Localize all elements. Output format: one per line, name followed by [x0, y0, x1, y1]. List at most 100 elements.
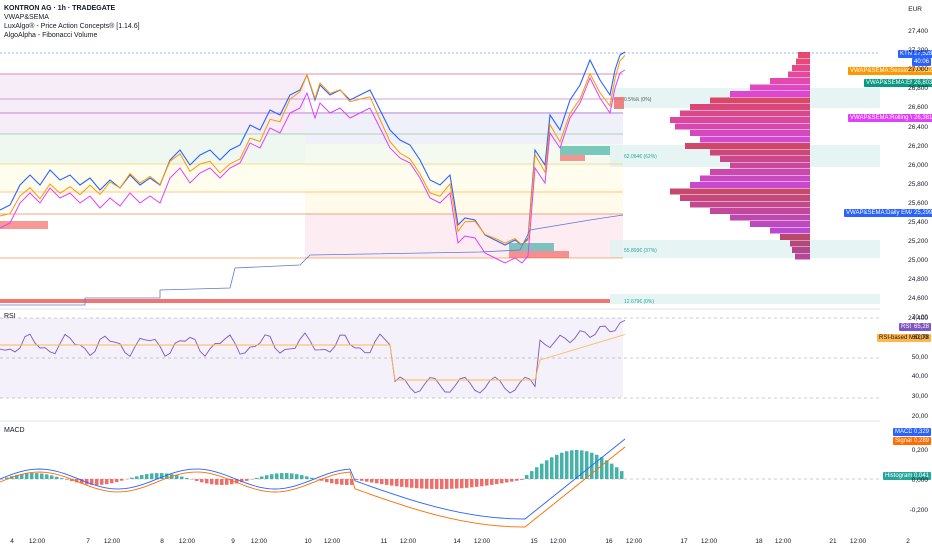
macd-histogram-bar — [530, 471, 534, 479]
fib-zone — [305, 188, 623, 214]
volume-profile-bar — [710, 149, 810, 156]
price-axis-label: 27,000 — [908, 66, 928, 74]
macd-pane-title[interactable]: MACD — [4, 427, 25, 434]
macd-histogram-bar — [310, 477, 314, 479]
macd-histogram-bar — [155, 473, 159, 479]
price-axis-label: 26,200 — [908, 142, 928, 150]
rsi-axis-label: 70,00 — [911, 314, 928, 321]
macd-histogram-bar — [490, 479, 494, 485]
time-axis-label: 15 — [530, 538, 538, 545]
time-axis-label: 12:00 — [178, 538, 196, 545]
macd-histogram-bar — [320, 479, 324, 481]
indicator-label-vwap[interactable]: VWAP&SEMA — [4, 14, 49, 21]
macd-histogram-bar — [100, 479, 104, 485]
time-axis-label: 7 — [86, 538, 90, 545]
macd-histogram-bar — [300, 475, 304, 479]
histogram-tag: Histogram — [883, 472, 915, 480]
macd-histogram-bar — [560, 452, 564, 479]
macd-histogram-bar — [325, 479, 329, 483]
order-block — [560, 146, 610, 155]
macd-histogram-bar — [385, 479, 389, 485]
price-axis-label: 25,200 — [908, 238, 928, 246]
volume-profile-bar — [680, 110, 810, 117]
symbol-title[interactable]: KONTRON AG · 1h · TRADEGATE — [4, 5, 116, 12]
macd-histogram-bar — [440, 479, 444, 489]
volume-profile-bar — [770, 78, 810, 84]
macd-axis-label: 0,200 — [911, 447, 928, 454]
macd-histogram-bar — [115, 479, 119, 483]
macd-histogram-bar — [565, 451, 569, 479]
fib-label-bottom: 12.679€ (0%) — [624, 299, 655, 305]
volume-profile-bar — [700, 175, 810, 182]
price-axis-label: 25,800 — [908, 180, 928, 188]
macd-histogram-bar — [335, 479, 339, 485]
macd-histogram-bar — [390, 479, 394, 486]
macd-histogram-bar — [25, 473, 29, 479]
price-axis-label: 27,400 — [908, 28, 928, 35]
macd-histogram-bar — [395, 479, 399, 487]
macd-histogram-bar — [95, 479, 99, 485]
time-axis-label: 12:00 — [399, 538, 417, 545]
macd-histogram-bar — [265, 475, 269, 479]
volume-profile-bar — [710, 97, 810, 104]
macd-histogram-bar — [45, 474, 49, 479]
macd-histogram-bar — [475, 479, 479, 487]
macd-histogram-bar — [415, 479, 419, 489]
rsi-pane-title[interactable]: RSI — [4, 313, 16, 320]
volume-profile-bar — [780, 234, 810, 240]
order-block — [560, 155, 585, 161]
fib-label-mid: 62.064€ (62%) — [624, 154, 657, 160]
volume-profile-bar — [710, 208, 810, 214]
macd-histogram-bar — [135, 476, 139, 479]
macd-histogram-bar — [455, 479, 459, 489]
macd-histogram-bar — [230, 479, 234, 485]
order-block — [509, 251, 569, 258]
macd-histogram-bar — [185, 477, 189, 479]
macd-histogram-bar — [615, 467, 619, 479]
price-axis-label: 25,400 — [908, 219, 928, 226]
macd-histogram-bar — [150, 473, 154, 479]
volume-profile-bar — [690, 130, 810, 136]
macd-histogram-bar — [370, 479, 374, 483]
price-axis-label: 24,400 — [908, 314, 928, 322]
macd-histogram-bar — [295, 474, 299, 479]
macd-histogram-bar — [75, 479, 79, 483]
time-axis-label: 12:00 — [849, 538, 867, 545]
rsi-axis-label: 20,00 — [911, 413, 928, 420]
signal-line — [0, 446, 626, 528]
ema9-label: VWAP&SEMA:EMA 9 — [864, 79, 926, 87]
histogram-value-tag: 0,041 — [912, 472, 932, 480]
indicator-label-fib-volume[interactable]: AlgoAlpha - Fibonacci Volume — [4, 32, 98, 39]
macd-histogram-bar — [460, 479, 464, 489]
macd-histogram-bar — [400, 479, 404, 487]
macd-histogram-bar — [275, 473, 279, 479]
daily-ema-line — [0, 214, 624, 306]
macd-histogram-bar — [520, 479, 524, 480]
macd-histogram-bar — [405, 479, 409, 488]
macd-histogram-bar — [375, 479, 379, 484]
macd-histogram-bar — [210, 479, 214, 485]
macd-histogram-bar — [445, 479, 449, 489]
rolling-vwap-value: 26,381 — [912, 114, 932, 122]
macd-histogram-bar — [240, 479, 244, 483]
macd-histogram-bar — [175, 475, 179, 479]
macd-histogram-bar — [510, 479, 514, 482]
macd-histogram-bar — [465, 479, 469, 488]
macd-histogram-bar — [110, 479, 114, 484]
price-axis-label: 26,400 — [908, 123, 928, 131]
macd-histogram-bar — [215, 479, 219, 485]
fib-zone — [0, 134, 305, 164]
price-axis-label: 26,600 — [908, 104, 928, 112]
time-axis-label: 2 — [906, 538, 910, 545]
macd-histogram-bar — [350, 479, 354, 485]
macd-histogram-bar — [545, 460, 549, 479]
macd-histogram-bar — [515, 479, 519, 481]
rsi-axis-label: 40,00 — [911, 373, 928, 381]
macd-histogram-bar — [195, 479, 199, 481]
macd-histogram-bar — [65, 479, 69, 480]
order-block — [614, 97, 624, 109]
ktn-price-tag: 27,528 — [912, 50, 932, 58]
daily-ema-value: 25,299 — [912, 209, 932, 217]
indicator-label-luxalgo[interactable]: LuxAlgo® - Price Action Concepts® [1.14.… — [4, 23, 140, 30]
